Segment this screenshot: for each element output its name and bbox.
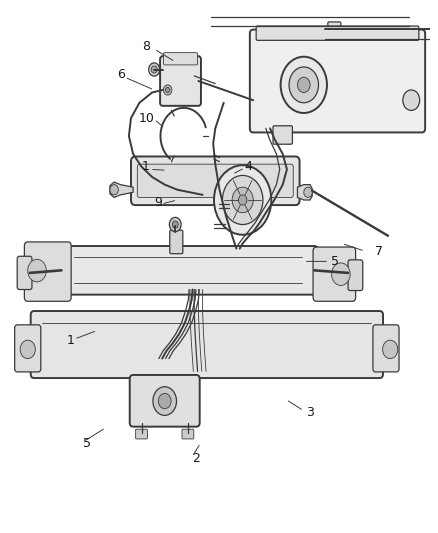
Circle shape	[297, 77, 309, 93]
FancyBboxPatch shape	[131, 157, 299, 205]
Circle shape	[238, 195, 246, 205]
Circle shape	[222, 175, 262, 224]
FancyBboxPatch shape	[137, 164, 293, 197]
Text: 8: 8	[141, 40, 150, 53]
FancyBboxPatch shape	[249, 30, 424, 132]
Circle shape	[28, 260, 46, 282]
Text: 5: 5	[82, 437, 90, 449]
FancyBboxPatch shape	[130, 375, 199, 426]
Circle shape	[331, 263, 350, 286]
Text: 7: 7	[374, 245, 382, 257]
Circle shape	[169, 217, 181, 232]
Text: 10: 10	[138, 111, 154, 125]
FancyBboxPatch shape	[312, 247, 355, 301]
Circle shape	[20, 340, 35, 359]
Circle shape	[163, 85, 172, 95]
FancyBboxPatch shape	[272, 126, 292, 144]
Circle shape	[110, 184, 118, 195]
FancyBboxPatch shape	[14, 325, 41, 372]
FancyBboxPatch shape	[31, 311, 382, 378]
FancyBboxPatch shape	[372, 325, 398, 372]
FancyBboxPatch shape	[57, 246, 318, 295]
FancyBboxPatch shape	[163, 53, 197, 65]
Circle shape	[382, 340, 397, 359]
Text: 6: 6	[117, 68, 124, 81]
Circle shape	[279, 333, 289, 345]
Circle shape	[303, 187, 311, 197]
Circle shape	[232, 187, 253, 213]
Circle shape	[152, 387, 176, 415]
FancyBboxPatch shape	[182, 429, 193, 439]
FancyBboxPatch shape	[25, 242, 71, 301]
FancyBboxPatch shape	[160, 56, 201, 106]
Circle shape	[165, 87, 170, 93]
Text: 1: 1	[142, 160, 150, 173]
FancyBboxPatch shape	[347, 260, 362, 290]
Circle shape	[172, 221, 178, 228]
Circle shape	[214, 165, 271, 235]
Text: 2: 2	[192, 452, 200, 465]
FancyBboxPatch shape	[17, 256, 32, 289]
Text: 1: 1	[66, 334, 74, 347]
Circle shape	[282, 336, 287, 342]
Polygon shape	[110, 182, 133, 197]
Text: 4: 4	[244, 160, 252, 173]
FancyBboxPatch shape	[135, 429, 147, 439]
Text: 9: 9	[154, 196, 162, 209]
Circle shape	[158, 393, 171, 409]
Circle shape	[151, 66, 157, 73]
FancyBboxPatch shape	[256, 26, 418, 41]
Circle shape	[280, 56, 326, 113]
Circle shape	[148, 63, 159, 76]
FancyBboxPatch shape	[170, 230, 182, 254]
Text: 3: 3	[305, 406, 313, 419]
Text: 5: 5	[330, 255, 339, 268]
Circle shape	[402, 90, 419, 110]
Polygon shape	[297, 184, 311, 200]
FancyBboxPatch shape	[327, 22, 340, 38]
Circle shape	[288, 67, 318, 103]
